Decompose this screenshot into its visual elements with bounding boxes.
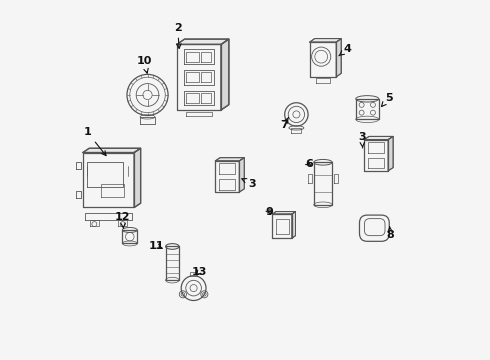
Text: 8: 8	[387, 227, 394, 240]
Text: 2: 2	[174, 23, 181, 48]
Polygon shape	[221, 39, 229, 110]
Text: 7: 7	[280, 117, 289, 130]
Polygon shape	[292, 212, 295, 238]
Text: 9: 9	[265, 207, 273, 217]
Polygon shape	[310, 39, 341, 42]
Polygon shape	[134, 148, 141, 207]
Polygon shape	[239, 158, 245, 192]
Text: 4: 4	[339, 44, 352, 56]
Text: 6: 6	[305, 159, 313, 169]
Text: 3: 3	[242, 179, 256, 189]
Polygon shape	[272, 212, 295, 214]
Text: 5: 5	[382, 94, 392, 107]
Text: 12: 12	[115, 212, 130, 228]
Text: 3: 3	[358, 132, 366, 148]
Text: 13: 13	[191, 267, 207, 277]
Text: 1: 1	[83, 127, 106, 156]
Polygon shape	[388, 136, 393, 171]
Text: 10: 10	[136, 56, 152, 73]
Polygon shape	[215, 158, 245, 161]
Text: 11: 11	[148, 240, 164, 251]
Polygon shape	[177, 39, 229, 44]
Polygon shape	[336, 39, 341, 77]
Polygon shape	[83, 148, 141, 153]
Polygon shape	[364, 136, 393, 140]
